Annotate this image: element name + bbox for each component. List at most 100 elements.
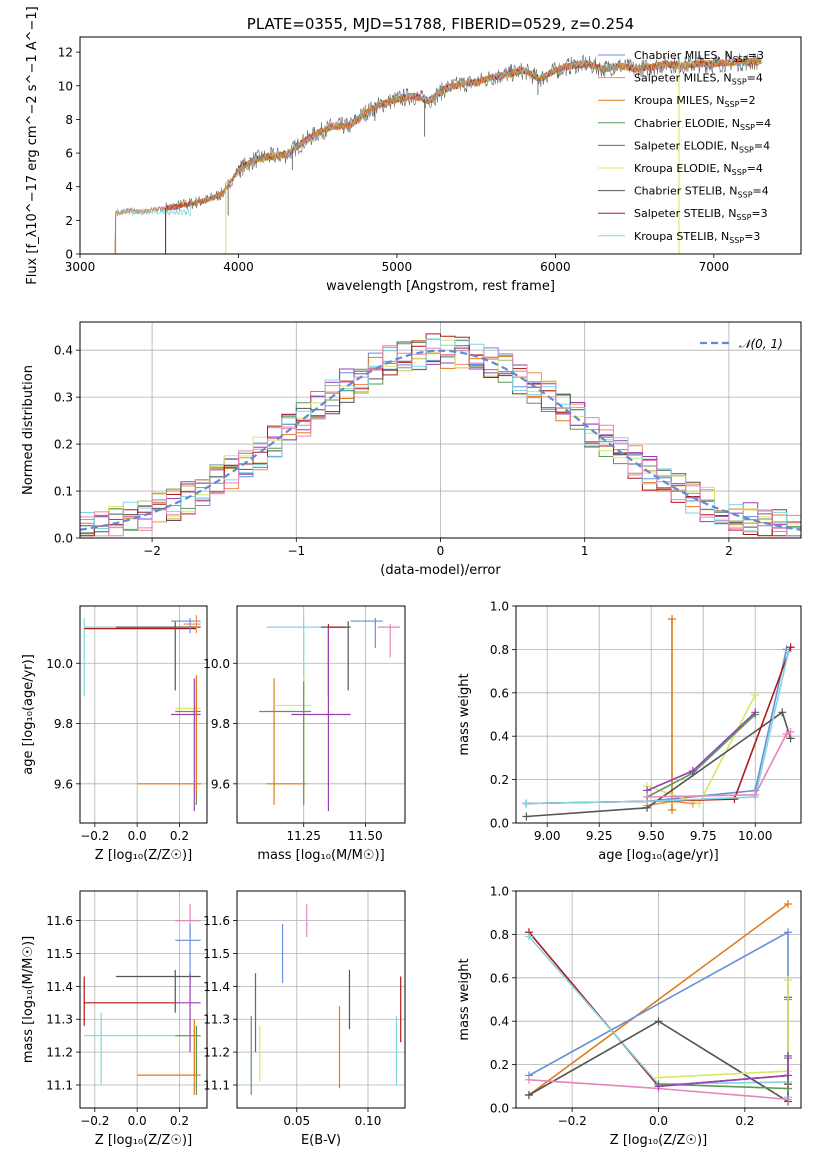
weight_vs_age-axes: 9.00 9.25 9.50 9.75 10.00 0.0 0.2 0.4 0.6 0.8 1.0 a… — [457, 600, 802, 863]
weight_vs_Z-ytick-label: 0.8 — [490, 928, 509, 942]
age_vs_Z-ytick-label: 9.8 — [54, 717, 73, 731]
spectrum-ticks: 3000 4000 5000 6000 7000 0 2 4 6 8 10 12 — [58, 46, 729, 274]
weight_vs_age-ytick-label: 0.0 — [490, 817, 509, 831]
errorbar-salpeter_stelib — [327, 624, 346, 697]
residuals-ytick-label: 0.3 — [54, 391, 73, 405]
age_vs_Z-xlabel: Z [log₁₀(Z/Z☉)] — [95, 848, 192, 863]
weight-line-salpeter_stelib — [526, 646, 792, 805]
legend-label: Kroupa MILES, N — [634, 94, 724, 107]
errorbar-kroupa_stelib — [84, 1012, 180, 1085]
weight-marker-pink — [751, 790, 760, 799]
errorbar-chabrier_stelib — [321, 621, 351, 691]
weight-marker-pink — [786, 727, 795, 736]
residuals-plot-area — [80, 333, 801, 537]
legend-subscript: SSP — [729, 236, 744, 245]
age_vs_Z-ticks: −0.2 0.0 0.2 9.6 9.8 10.0 — [46, 657, 189, 843]
mass_vs_ebv-ytick-label: 11.1 — [203, 1078, 230, 1092]
residual-hist-kroupa_stelib — [80, 338, 801, 537]
weight_vs_Z-xtick-label: −0.2 — [558, 1114, 587, 1128]
spectrum-xtick-label: 7000 — [699, 260, 730, 274]
mass_vs_ebv-ytick-label: 11.4 — [203, 980, 230, 994]
spectrum-ytick-label: 12 — [58, 46, 73, 60]
mass_vs_Z-xtick-label: −0.2 — [80, 1114, 109, 1128]
mass_vs_Z-ylabel: mass [log₁₀(M/M☉)] — [21, 936, 36, 1063]
errorbar-chabrier_stelib — [115, 621, 201, 691]
weight-marker-salpeter_stelib — [786, 643, 795, 652]
weight_vs_age-ytick-label: 1.0 — [490, 600, 509, 614]
age_vs_mass-xtick-label: 11.25 — [287, 829, 321, 843]
spectrum-line-kroupa_miles — [114, 57, 762, 253]
spectrum-title: PLATE=0355, MJD=51788, FIBERID=0529, z=0… — [247, 15, 634, 33]
weight-marker-chabrier_stelib — [524, 1090, 533, 1099]
weight-marker-kroupa_elodie — [695, 799, 704, 808]
residual-hist-salpeter_elodie — [80, 345, 801, 537]
legend-label: Chabrier MILES, N — [634, 49, 733, 62]
errorbar-kroupa_stelib — [266, 618, 321, 697]
legend-suffix: =4 — [747, 162, 763, 175]
weight_vs_Z-axes: −0.2 0.0 0.2 0.0 0.2 0.4 0.6 0.8 1.0 Z [log₁₀(Z/Z… — [457, 885, 802, 1148]
weight_vs_age-xtick-label: 9.00 — [534, 829, 561, 843]
weight_vs_age-plot-area — [522, 615, 795, 821]
age_vs_mass-ticks: 11.25 11.50 9.6 9.8 10.0 — [203, 657, 382, 843]
weight_vs_Z-ytick-label: 0.2 — [490, 1058, 509, 1072]
weight_vs_age-ytick-label: 0.8 — [490, 643, 509, 657]
legend-entry-salpeter_stelib: Salpeter STELIB, NSSP=3 — [634, 207, 768, 222]
residuals-ytick-label: 0.1 — [54, 485, 73, 499]
weight_vs_age-ytick-label: 0.4 — [490, 730, 509, 744]
weight-marker-chabrier_elodie — [784, 1084, 793, 1093]
mass_vs_ebv-grid — [237, 891, 405, 1108]
age_vs_mass-xtick-label: 11.50 — [348, 829, 382, 843]
weight-marker-salpeter_elodie — [784, 1071, 793, 1080]
age_vs_mass-ytick-label: 10.0 — [203, 657, 230, 671]
weight_vs_Z-ticks: −0.2 0.0 0.2 0.0 0.2 0.4 0.6 0.8 1.0 — [490, 885, 755, 1129]
mass_vs_ebv-ytick-label: 11.6 — [203, 914, 230, 928]
legend-label: Chabrier STELIB, N — [634, 185, 738, 198]
errorbar-salpeter_stelib — [83, 976, 176, 1026]
residuals-xtick-label: 1 — [581, 544, 589, 558]
errorbar-pink — [377, 624, 401, 658]
residuals-ylabel: Normed distribution — [21, 365, 36, 495]
errorbar-salpeter_elodie — [175, 973, 201, 1053]
legend-entry-chabrier_stelib: Chabrier STELIB, NSSP=4 — [634, 185, 769, 200]
legend-label: Salpeter MILES, N — [634, 72, 732, 85]
weight_vs_age-ticks: 9.00 9.25 9.50 9.75 10.00 0.0 0.2 0.4 0.6 0.8 1.0 — [490, 600, 773, 844]
weight-line-chabrier_miles — [526, 649, 788, 805]
weight-marker-pink — [524, 1075, 533, 1084]
mass_vs_Z-ytick-label: 11.1 — [46, 1078, 73, 1092]
spectrum-axes: 3000 4000 5000 6000 7000 0 2 4 6 8 10 12 wavelength … — [25, 6, 802, 294]
legend-suffix: =4 — [754, 139, 770, 152]
residuals-xtick-label: −1 — [287, 544, 305, 558]
weight-line-kroupa_miles — [528, 903, 789, 1096]
weight-marker-kroupa_stelib — [524, 932, 533, 941]
weight_vs_age-frame — [515, 605, 802, 824]
legend-entry-kroupa_elodie: Kroupa ELODIE, NSSP=4 — [634, 162, 763, 177]
spectrum-xlabel: wavelength [Angstrom, rest frame] — [326, 279, 555, 294]
spectrum-xtick-label: 4000 — [223, 260, 254, 274]
weight_vs_Z-xlabel: Z [log₁₀(Z/Z☉)] — [610, 1133, 707, 1148]
residuals-xtick-label: 2 — [725, 544, 733, 558]
legend-subscript: SSP — [738, 191, 753, 200]
weight-marker-chabrier_stelib — [522, 812, 531, 821]
errorbar-salpeter_miles — [183, 615, 201, 634]
normal-curve — [80, 349, 801, 531]
spectrum-ytick-label: 10 — [58, 79, 73, 93]
spectrum-ylabel: Flux [f_λ10^−17 erg cm^−2 s^−1 A^−1] — [25, 6, 40, 284]
weight_vs_age-xtick-label: 9.25 — [586, 829, 613, 843]
legend-entry-chabrier_elodie: Chabrier ELODIE, NSSP=4 — [634, 117, 771, 132]
weight-line-chabrier_stelib — [526, 711, 792, 818]
errorbar-chabrier_elodie — [259, 681, 312, 805]
age_vs_Z-ylabel: age [log₁₀(age/yr)] — [21, 654, 36, 775]
errorbar-salpeter_elodie — [171, 678, 201, 811]
residuals-xtick-label: 0 — [437, 544, 445, 558]
legend-subscript: SSP — [732, 78, 747, 87]
weight-marker-salpeter_stelib — [730, 795, 739, 804]
mass_vs_ebv-ticks: 0.05 0.10 11.1 11.2 11.3 11.4 11.5 11.6 — [203, 914, 381, 1128]
spectrum-line-chabrier_miles — [114, 56, 762, 252]
errorbar-chabrier_elodie — [175, 1025, 201, 1095]
spectrum-xtick-label: 5000 — [382, 260, 413, 274]
weight_vs_Z-xtick-label: 0.2 — [735, 1114, 754, 1128]
weight_vs_Z-xtick-label: 0.0 — [649, 1114, 668, 1128]
errorbar-kroupa_miles — [137, 1019, 201, 1095]
weight_vs_Z-plot-area — [524, 900, 793, 1106]
